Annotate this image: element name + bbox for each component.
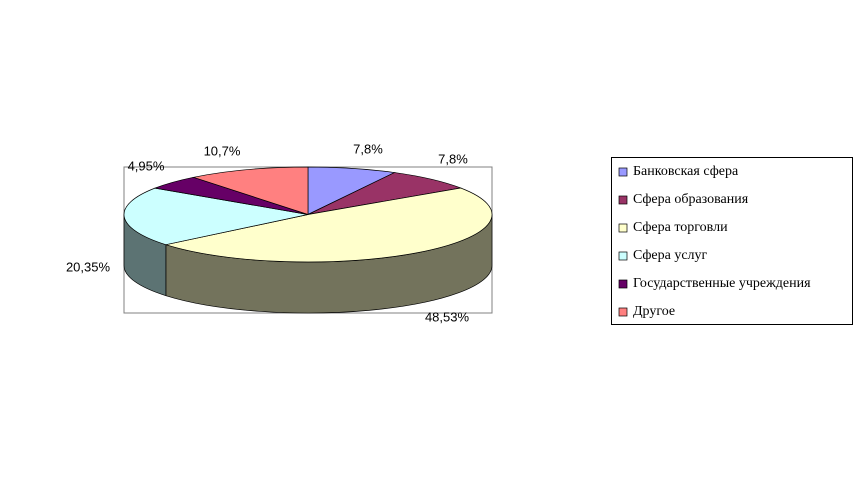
legend-label: Государственные учреждения <box>633 276 811 291</box>
pie-slice <box>164 187 493 263</box>
legend-label: Сфера образования <box>633 192 749 207</box>
legend-swatch <box>618 279 628 289</box>
data-label: 10,7% <box>204 143 241 158</box>
legend-swatch <box>618 251 628 261</box>
data-label: 7,8% <box>353 141 383 156</box>
legend-label: Сфера торговли <box>633 220 728 235</box>
pie-slice <box>192 166 309 215</box>
legend-swatch <box>618 195 628 205</box>
data-label: 7,8% <box>438 151 468 166</box>
legend-swatch <box>618 223 628 233</box>
data-label: 4,95% <box>128 158 165 173</box>
pie-slice <box>123 187 309 246</box>
legend <box>611 157 853 325</box>
legend-label: Другое <box>633 304 675 319</box>
legend-swatch <box>618 307 628 317</box>
data-label: 20,35% <box>66 259 111 274</box>
legend-label: Банковская сфера <box>633 164 739 179</box>
data-label: 48,53% <box>425 309 470 324</box>
legend-swatch <box>618 167 628 177</box>
legend-label: Сфера услуг <box>633 248 708 263</box>
